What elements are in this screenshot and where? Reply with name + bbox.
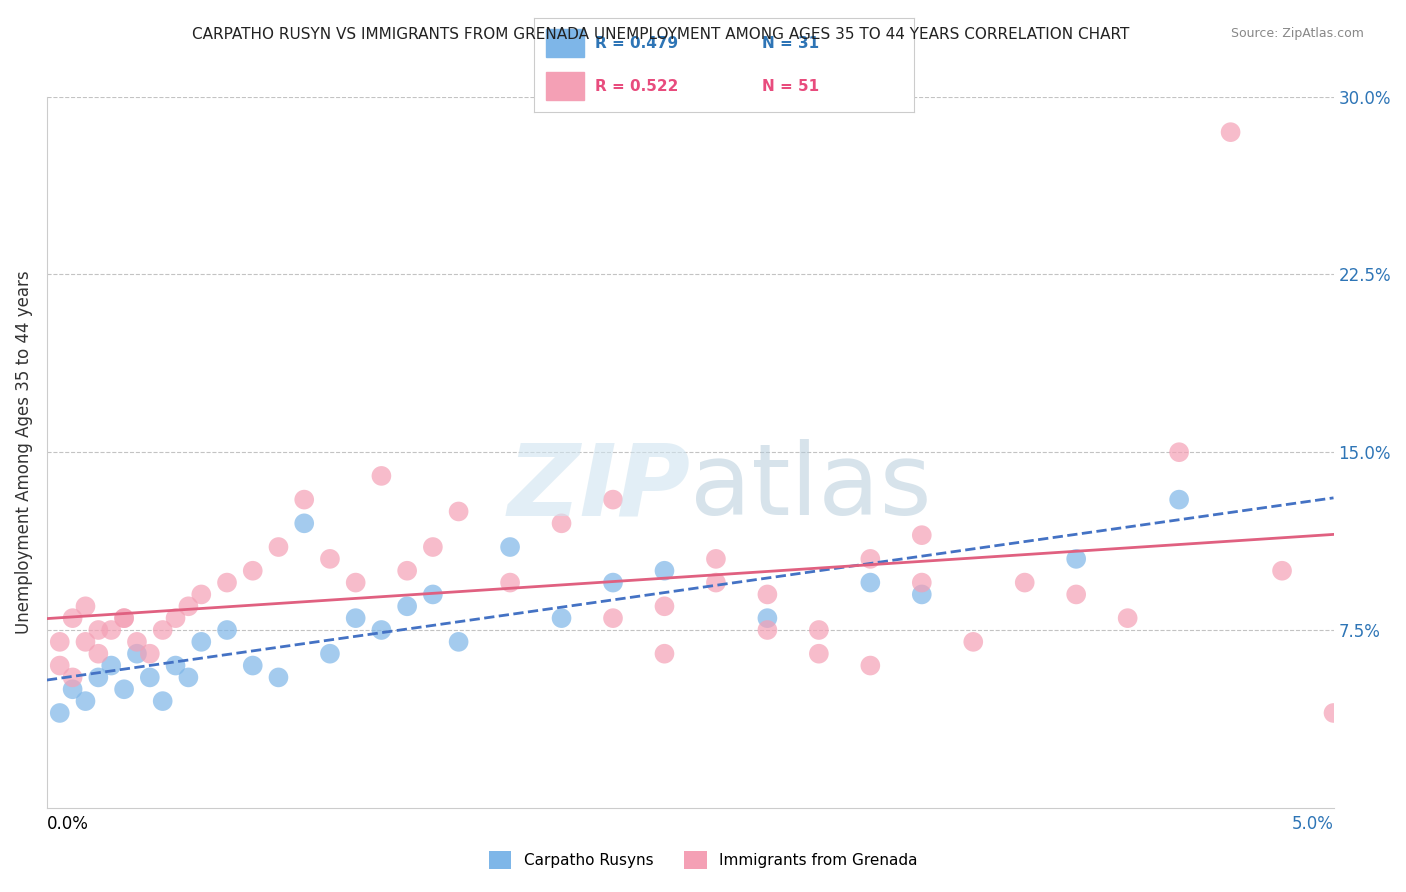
Point bbox=[704, 552, 727, 566]
Point bbox=[807, 623, 830, 637]
Point bbox=[859, 575, 882, 590]
Point bbox=[1064, 587, 1087, 601]
Point bbox=[859, 658, 882, 673]
Text: R = 0.479: R = 0.479 bbox=[595, 36, 678, 51]
Point bbox=[1271, 564, 1294, 578]
Bar bbox=[546, 72, 583, 100]
Point bbox=[267, 540, 290, 554]
Point bbox=[112, 611, 135, 625]
Point bbox=[1064, 552, 1087, 566]
Point bbox=[859, 552, 882, 566]
Point bbox=[242, 564, 264, 578]
Text: N = 51: N = 51 bbox=[762, 78, 820, 94]
Point bbox=[344, 575, 367, 590]
Point bbox=[911, 575, 934, 590]
Point bbox=[152, 623, 174, 637]
Point bbox=[602, 575, 624, 590]
Point bbox=[215, 575, 238, 590]
Point bbox=[190, 635, 212, 649]
Legend: Carpatho Rusyns, Immigrants from Grenada: Carpatho Rusyns, Immigrants from Grenada bbox=[482, 845, 924, 875]
Text: CARPATHO RUSYN VS IMMIGRANTS FROM GRENADA UNEMPLOYMENT AMONG AGES 35 TO 44 YEARS: CARPATHO RUSYN VS IMMIGRANTS FROM GRENAD… bbox=[193, 27, 1129, 42]
Point bbox=[49, 635, 72, 649]
Point bbox=[112, 682, 135, 697]
Point bbox=[49, 658, 72, 673]
Point bbox=[704, 575, 727, 590]
Point bbox=[447, 504, 470, 518]
Point bbox=[807, 647, 830, 661]
Point bbox=[756, 611, 779, 625]
Point bbox=[1219, 125, 1241, 139]
Point bbox=[215, 623, 238, 637]
Point bbox=[165, 611, 187, 625]
Point bbox=[550, 611, 572, 625]
Point bbox=[370, 623, 392, 637]
Point bbox=[654, 599, 676, 614]
Point bbox=[447, 635, 470, 649]
Point bbox=[292, 492, 315, 507]
Point bbox=[75, 599, 97, 614]
Point bbox=[100, 623, 122, 637]
Point bbox=[87, 623, 110, 637]
Text: N = 31: N = 31 bbox=[762, 36, 820, 51]
Point bbox=[267, 670, 290, 684]
Point bbox=[100, 658, 122, 673]
Point bbox=[62, 682, 84, 697]
Text: Source: ZipAtlas.com: Source: ZipAtlas.com bbox=[1230, 27, 1364, 40]
Point bbox=[139, 647, 162, 661]
Point bbox=[125, 647, 148, 661]
Point bbox=[396, 564, 419, 578]
Point bbox=[422, 540, 444, 554]
Point bbox=[654, 564, 676, 578]
Point bbox=[177, 599, 200, 614]
Point bbox=[165, 658, 187, 673]
Point bbox=[292, 516, 315, 531]
Point bbox=[177, 670, 200, 684]
Point bbox=[319, 647, 342, 661]
Text: 0.0%: 0.0% bbox=[46, 815, 89, 833]
Y-axis label: Unemployment Among Ages 35 to 44 years: Unemployment Among Ages 35 to 44 years bbox=[15, 270, 32, 634]
Point bbox=[962, 635, 984, 649]
Point bbox=[1322, 706, 1344, 720]
Point bbox=[344, 611, 367, 625]
Bar bbox=[546, 29, 583, 57]
Point bbox=[75, 694, 97, 708]
Point bbox=[499, 540, 522, 554]
Point bbox=[1168, 445, 1191, 459]
Text: atlas: atlas bbox=[690, 439, 932, 536]
Point bbox=[499, 575, 522, 590]
Point bbox=[190, 587, 212, 601]
Point bbox=[62, 611, 84, 625]
Point bbox=[911, 528, 934, 542]
Point bbox=[152, 694, 174, 708]
Point bbox=[1116, 611, 1139, 625]
Point bbox=[242, 658, 264, 673]
Point bbox=[422, 587, 444, 601]
Point bbox=[125, 635, 148, 649]
Point bbox=[62, 670, 84, 684]
Point bbox=[1168, 492, 1191, 507]
Point bbox=[602, 611, 624, 625]
Point bbox=[1014, 575, 1036, 590]
Point bbox=[139, 670, 162, 684]
Point bbox=[654, 647, 676, 661]
Point bbox=[370, 469, 392, 483]
Point bbox=[87, 647, 110, 661]
Point bbox=[550, 516, 572, 531]
Point bbox=[112, 611, 135, 625]
Point bbox=[756, 587, 779, 601]
Point bbox=[756, 623, 779, 637]
Point bbox=[396, 599, 419, 614]
Point bbox=[87, 670, 110, 684]
Point bbox=[911, 587, 934, 601]
Point bbox=[602, 492, 624, 507]
Point bbox=[319, 552, 342, 566]
Point bbox=[49, 706, 72, 720]
Point bbox=[75, 635, 97, 649]
Text: 5.0%: 5.0% bbox=[1292, 815, 1333, 833]
Text: R = 0.522: R = 0.522 bbox=[595, 78, 678, 94]
Text: ZIP: ZIP bbox=[508, 439, 690, 536]
